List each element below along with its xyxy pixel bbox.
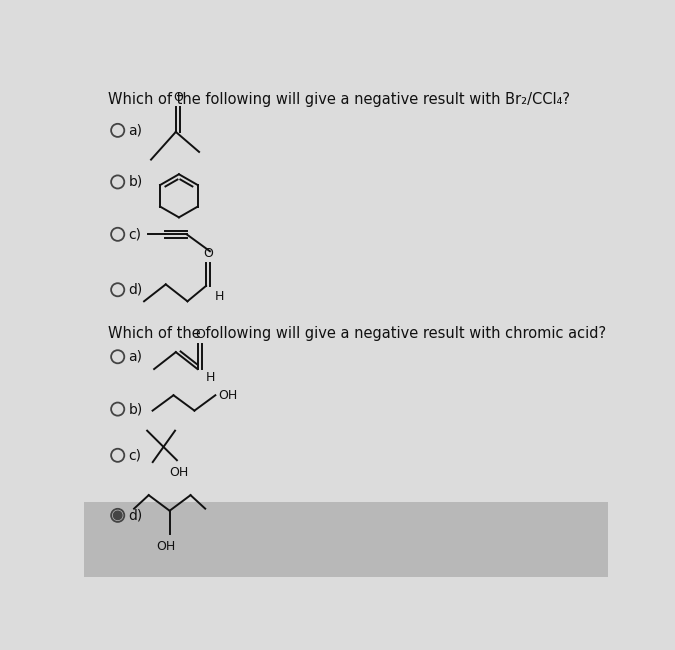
Text: c): c) [128,227,142,241]
Text: d): d) [128,508,143,523]
Text: O: O [195,328,205,341]
Text: a): a) [128,124,142,137]
Text: Which of the following will give a negative result with Br₂/CCl₄?: Which of the following will give a negat… [107,92,570,107]
Text: b): b) [128,175,143,189]
Text: OH: OH [156,540,176,553]
Text: a): a) [128,350,142,364]
Text: H: H [205,370,215,383]
Text: c): c) [128,448,142,462]
Text: d): d) [128,283,143,297]
Text: Which of the following will give a negative result with chromic acid?: Which of the following will give a negat… [107,326,605,341]
Text: H: H [215,290,224,303]
Text: OH: OH [219,389,238,402]
Text: b): b) [128,402,143,416]
Text: O: O [173,91,183,104]
Circle shape [113,511,122,519]
FancyBboxPatch shape [84,502,608,577]
Text: OH: OH [169,466,189,479]
Text: O: O [203,247,213,260]
